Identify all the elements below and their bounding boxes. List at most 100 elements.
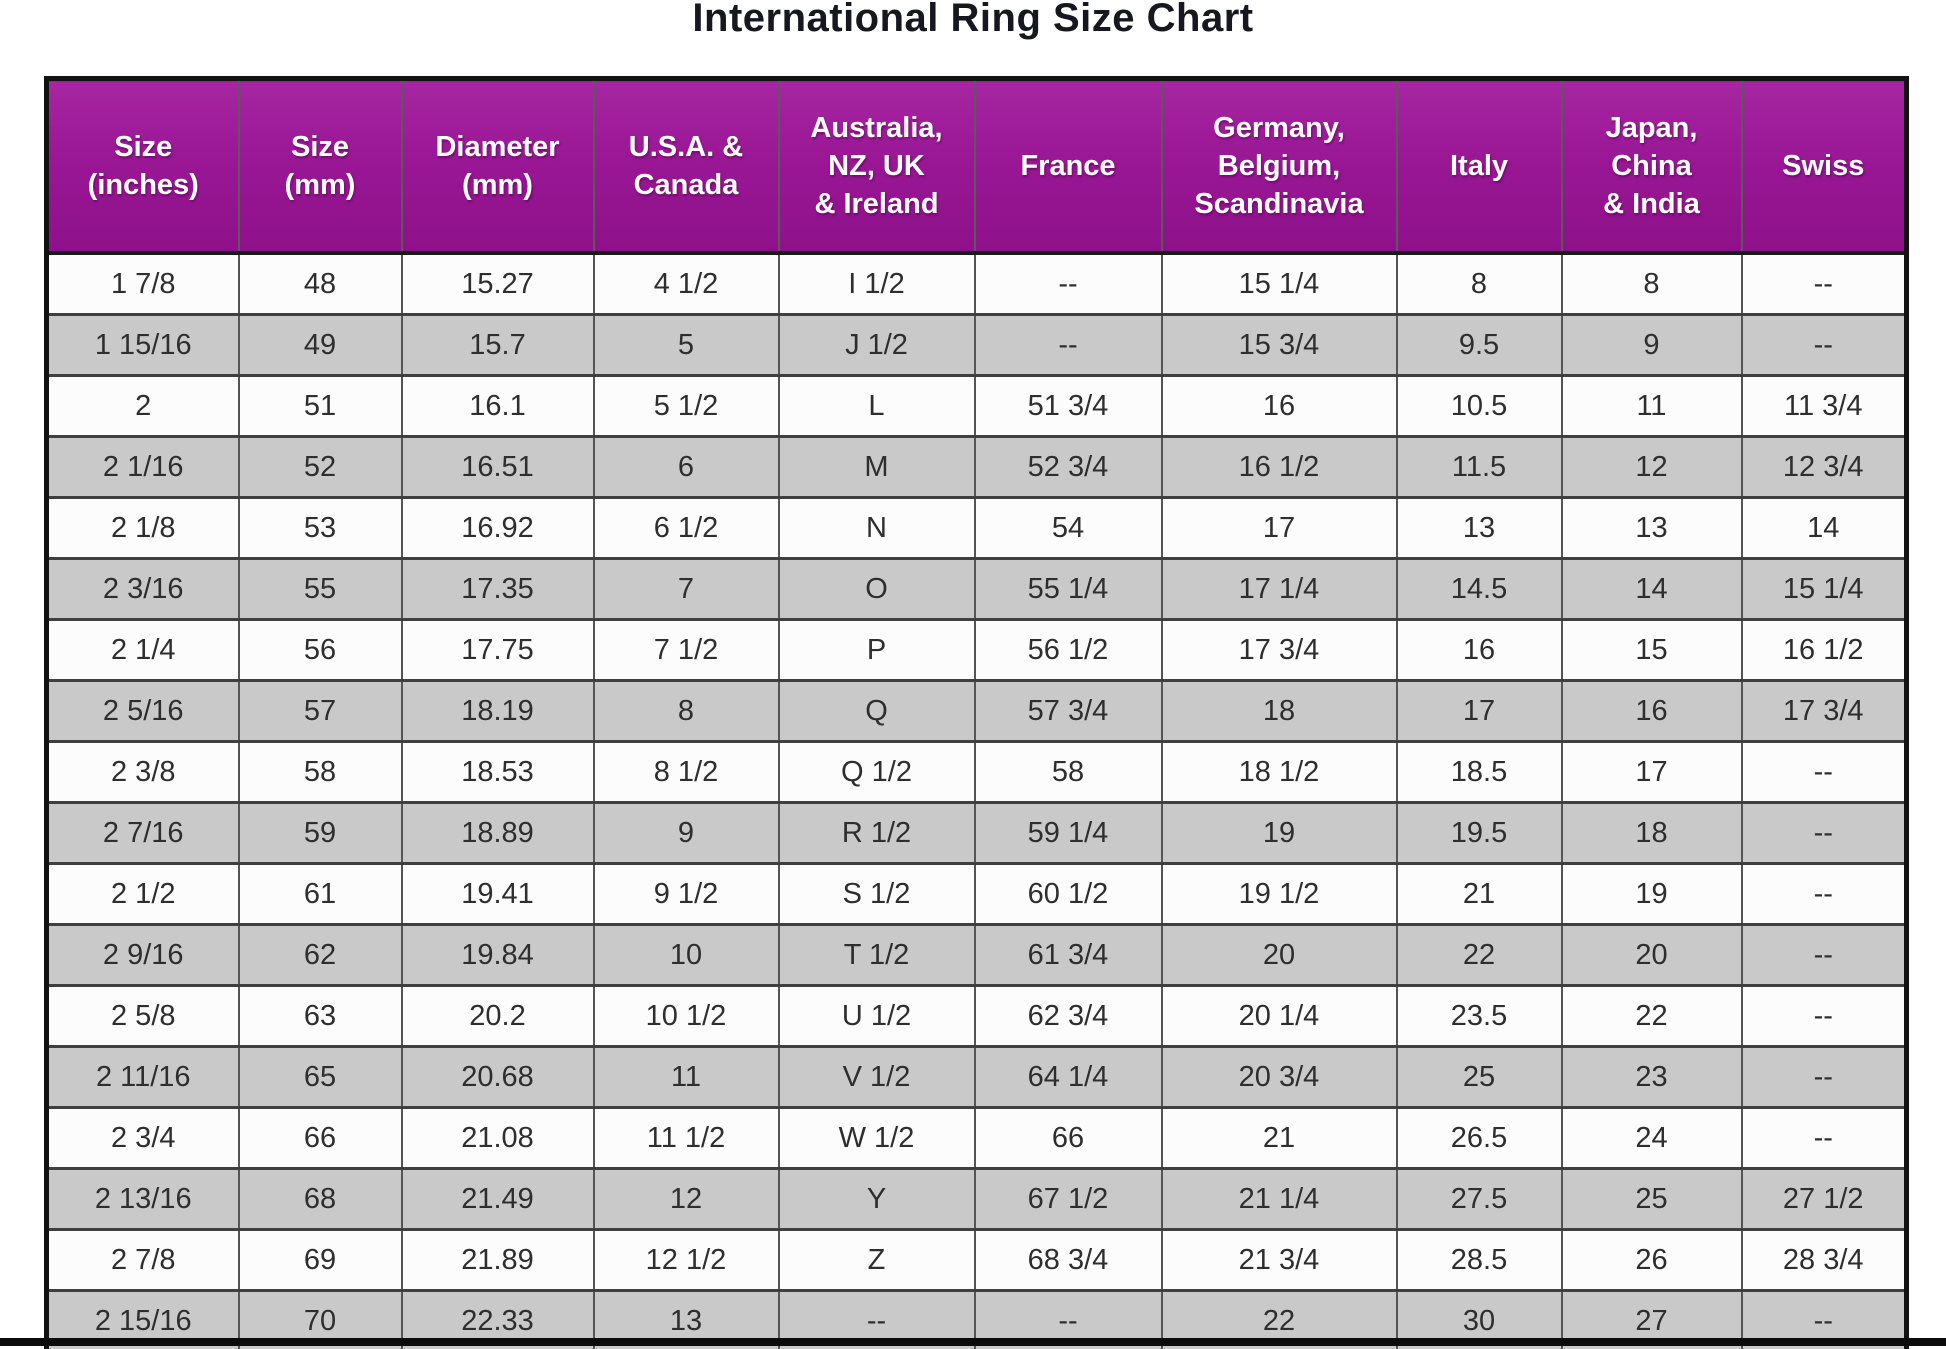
table-cell: 2 1/16 (45, 435, 240, 499)
table-cell: 60 1/2 (973, 862, 1163, 926)
table-cell: 21 (1395, 862, 1563, 926)
table-cell: 18.5 (1395, 740, 1563, 804)
table-cell: 12 1/2 (592, 1228, 780, 1292)
table-cell: 61 3/4 (973, 923, 1163, 987)
table-cell: 68 3/4 (973, 1228, 1163, 1292)
table-cell: 6 (592, 435, 780, 499)
table-row: 2 7/8 69 21.89 12 1/2 Z 68 3/4 21 3/4 28.5 26 28 … (45, 1228, 1908, 1292)
table-cell: 22 (1395, 923, 1563, 987)
table-cell: 10.5 (1395, 374, 1563, 438)
table-cell: 2 7/8 (45, 1228, 240, 1292)
table-cell: U 1/2 (777, 984, 976, 1048)
table-row: 2 3/4 66 21.08 11 1/2 W 1/2 66 21 26.5 24 -- (45, 1106, 1908, 1170)
table-cell: 48 (237, 251, 403, 316)
table-cell: 2 1/4 (45, 618, 240, 682)
table-cell: V 1/2 (777, 1045, 976, 1109)
table-cell: 5 (592, 313, 780, 377)
table-cell: 62 (237, 923, 403, 987)
table-cell: 2 13/16 (45, 1167, 240, 1231)
table-row: 2 1/16 52 16.51 6 M 52 3/4 16 1/2 11.5 12 12 3/4 (45, 435, 1908, 499)
table-cell: Z (777, 1228, 976, 1292)
table-cell: 12 (592, 1167, 780, 1231)
table-cell: 17 1/4 (1160, 557, 1398, 621)
table-cell: 4 1/2 (592, 251, 780, 316)
table-cell: -- (973, 313, 1163, 377)
table-cell: 66 (237, 1106, 403, 1170)
table-cell: 57 (237, 679, 403, 743)
table-cell: Y (777, 1167, 976, 1231)
table-cell: 63 (237, 984, 403, 1048)
table-cell: 20 3/4 (1160, 1045, 1398, 1109)
table-cell: 53 (237, 496, 403, 560)
table-cell: 2 5/8 (45, 984, 240, 1048)
table-cell: 17 (1395, 679, 1563, 743)
table-row: 2 7/16 59 18.89 9 R 1/2 59 1/4 19 19.5 18 -- (45, 801, 1908, 865)
header-size-inches: Size (inches) (45, 76, 240, 255)
table-cell: 24 (1560, 1106, 1743, 1170)
table-cell: 18.19 (400, 679, 595, 743)
table-cell: 10 1/2 (592, 984, 780, 1048)
table-cell: 15.7 (400, 313, 595, 377)
table-cell: 66 (973, 1106, 1163, 1170)
table-cell: P (777, 618, 976, 682)
table-cell: 51 3/4 (973, 374, 1163, 438)
table-cell: 26.5 (1395, 1106, 1563, 1170)
table-cell: 59 (237, 801, 403, 865)
table-cell: 8 (1395, 251, 1563, 316)
table-cell: 17 3/4 (1740, 679, 1908, 743)
table-cell: 64 1/4 (973, 1045, 1163, 1109)
table-row: 2 1/4 56 17.75 7 1/2 P 56 1/2 17 3/4 16 15 16 1/2 (45, 618, 1908, 682)
table-cell: 56 (237, 618, 403, 682)
header-size-mm: Size (mm) (237, 76, 403, 255)
table-cell: 9 (592, 801, 780, 865)
header-germany-belgium-scandinavia: Germany, Belgium, Scandinavia (1160, 76, 1398, 255)
table-cell: 9 1/2 (592, 862, 780, 926)
table-cell: 21 (1160, 1106, 1398, 1170)
table-cell: 52 (237, 435, 403, 499)
table-cell: 21.89 (400, 1228, 595, 1292)
table-cell: 21.49 (400, 1167, 595, 1231)
table-cell: Q 1/2 (777, 740, 976, 804)
table-cell: M (777, 435, 976, 499)
header-swiss: Swiss (1740, 76, 1908, 255)
table-row: 2 13/16 68 21.49 12 Y 67 1/2 21 1/4 27.5 25 27 1/… (45, 1167, 1908, 1231)
table-row: 1 15/16 49 15.7 5 J 1/2 -- 15 3/4 9.5 9 -- (45, 313, 1908, 377)
table-cell: 17 (1160, 496, 1398, 560)
table-cell: 16.1 (400, 374, 595, 438)
table-cell: 58 (237, 740, 403, 804)
table-cell: 18.53 (400, 740, 595, 804)
table-cell: 52 3/4 (973, 435, 1163, 499)
table-cell: 12 3/4 (1740, 435, 1908, 499)
table-cell: 16 (1395, 618, 1563, 682)
table-cell: 11.5 (1395, 435, 1563, 499)
table-cell: 16 (1160, 374, 1398, 438)
table-cell: 19 (1160, 801, 1398, 865)
table-cell: 19 (1560, 862, 1743, 926)
table-cell: 6 1/2 (592, 496, 780, 560)
table-cell: 13 (1560, 496, 1743, 560)
header-france: France (973, 76, 1163, 255)
table-row: 2 11/16 65 20.68 11 V 1/2 64 1/4 20 3/4 25 23 -- (45, 1045, 1908, 1109)
table-cell: N (777, 496, 976, 560)
table-cell: 1 15/16 (45, 313, 240, 377)
table-cell: 27.5 (1395, 1167, 1563, 1231)
table-cell: R 1/2 (777, 801, 976, 865)
table-cell: 23 (1560, 1045, 1743, 1109)
table-row: 2 9/16 62 19.84 10 T 1/2 61 3/4 20 22 20 -- (45, 923, 1908, 987)
table-cell: -- (1740, 313, 1908, 377)
table-cell: -- (1740, 1106, 1908, 1170)
table-cell: Q (777, 679, 976, 743)
table-cell: S 1/2 (777, 862, 976, 926)
table-cell: 2 1/2 (45, 862, 240, 926)
table-cell: 54 (973, 496, 1163, 560)
table-row: 2 1/8 53 16.92 6 1/2 N 54 17 13 13 14 (45, 496, 1908, 560)
table-cell: 8 1/2 (592, 740, 780, 804)
table-cell: 55 1/4 (973, 557, 1163, 621)
table-cell: 59 1/4 (973, 801, 1163, 865)
table-row: 2 51 16.1 5 1/2 L 51 3/4 16 10.5 11 11 3/4 (45, 374, 1908, 438)
table-cell: 18.89 (400, 801, 595, 865)
page-title: International Ring Size Chart (692, 0, 1254, 40)
table-cell: 19 1/2 (1160, 862, 1398, 926)
table-cell: -- (1740, 801, 1908, 865)
table-cell: 7 1/2 (592, 618, 780, 682)
